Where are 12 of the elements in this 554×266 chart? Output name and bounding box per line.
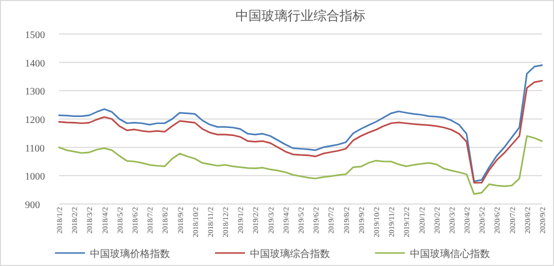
legend-label: 中国玻璃信心指数 [410, 248, 490, 260]
legend-label: 中国玻璃综合指数 [250, 248, 330, 260]
line-series [58, 135, 543, 195]
chart-title: 中国玻璃行业综合指标 [236, 8, 366, 23]
y-tick-label: 1200 [25, 115, 45, 126]
legend-label: 中国玻璃价格指数 [90, 248, 170, 260]
y-tick-label: 1100 [25, 143, 45, 154]
y-tick-label: 1300 [25, 86, 45, 98]
y-tick-label: 1500 [25, 30, 45, 41]
y-tick-label: 1400 [25, 58, 45, 70]
y-tick-label: 900 [25, 200, 40, 211]
y-tick-label: 1000 [25, 172, 45, 183]
